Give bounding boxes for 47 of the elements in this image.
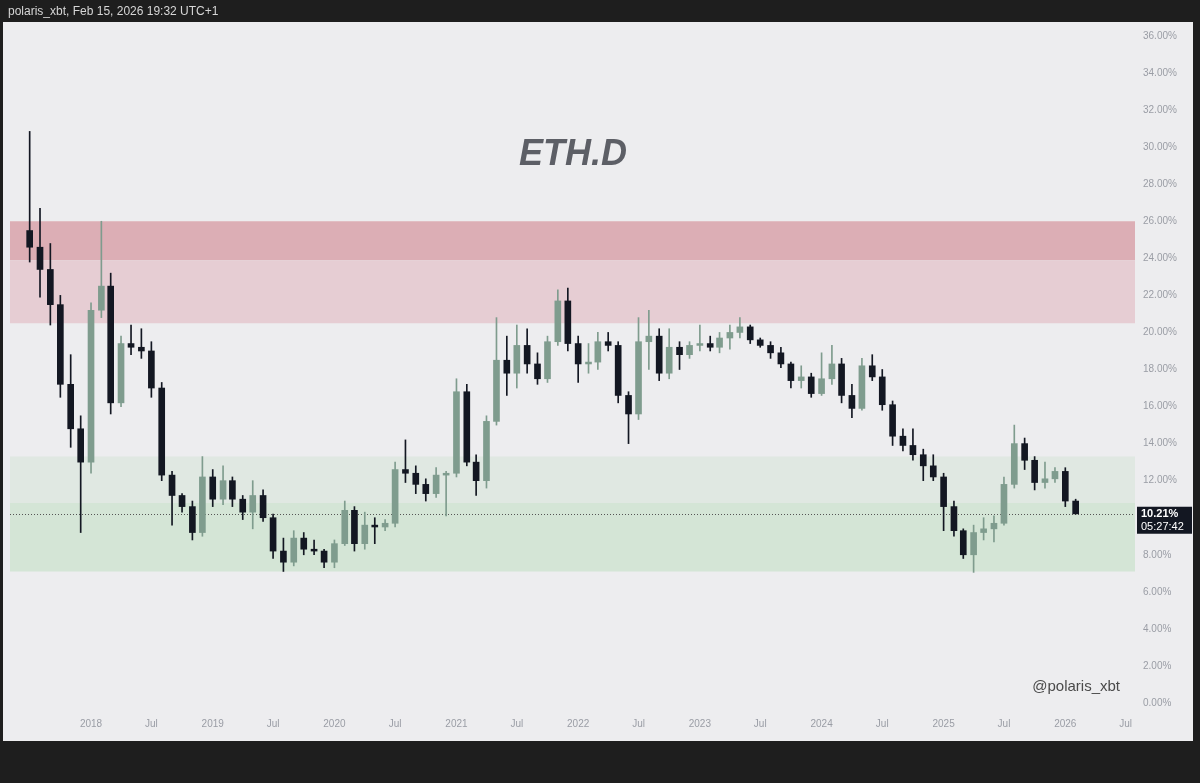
y-tick-label: 4.00%: [1143, 622, 1172, 634]
y-tick-label: 0.00%: [1143, 696, 1172, 708]
y-tick-label: 28.00%: [1143, 177, 1178, 189]
x-tick-label: Jul: [266, 717, 280, 729]
y-tick-label: 12.00%: [1143, 474, 1178, 486]
chart-subtitle: polaris_xbt, Feb 15, 2026 19:32 UTC+1: [8, 3, 219, 20]
y-tick-label: 16.00%: [1143, 400, 1178, 412]
x-tick-label: 2019: [201, 717, 225, 729]
candlestick: [127, 324, 135, 356]
x-tick-label: 2026: [1054, 717, 1077, 729]
candlestick: [26, 131, 33, 263]
candlestick: [36, 207, 44, 298]
text: ETH.D: [519, 132, 627, 174]
y-tick-label: 32.00%: [1143, 103, 1178, 115]
ref-line-label: 10.21% 05:27:42: [1141, 506, 1184, 532]
x-tick-label: 2025: [932, 717, 956, 729]
x-tick-label: 2023: [688, 717, 712, 729]
y-tick-label: 26.00%: [1143, 215, 1178, 227]
y-tick-label: 18.00%: [1143, 363, 1178, 375]
y-tick-label: 2.00%: [1143, 659, 1172, 671]
y-tick-label: 24.00%: [1143, 252, 1178, 264]
candlestick: [797, 365, 805, 389]
x-tick-label: Jul: [388, 717, 402, 729]
x-tick-label: 2018: [79, 717, 103, 729]
x-tick-label: 2024: [810, 717, 834, 729]
y-tick-label: 22.00%: [1143, 289, 1178, 301]
x-tick-label: 2020: [323, 717, 346, 729]
y-tick-label: 34.00%: [1143, 66, 1178, 78]
y-tick-label: 20.00%: [1143, 326, 1178, 338]
annotation: @polaris_xbt: [1032, 677, 1120, 695]
candlestick: [696, 324, 704, 352]
x-tick-label: Jul: [632, 717, 645, 729]
y-tick-label: 14.00%: [1143, 437, 1178, 449]
x-tick-label: 2021: [445, 717, 469, 729]
x-tick-label: Jul: [510, 717, 524, 729]
y-tick-label: 8.00%: [1143, 548, 1172, 560]
candlestick: [503, 335, 511, 396]
x-tick-label: Jul: [144, 717, 158, 729]
y-tick-label: 30.00%: [1143, 140, 1178, 152]
x-tick-label: Jul: [1119, 717, 1133, 729]
x-tick-label: Jul: [875, 717, 889, 729]
x-tick-label: Jul: [997, 717, 1011, 729]
candlestick: [1041, 461, 1049, 489]
x-tick-label: Jul: [753, 717, 767, 729]
y-tick-label: 36.00%: [1143, 29, 1178, 41]
x-tick-label: 2022: [567, 717, 590, 729]
y-tick-label: 6.00%: [1143, 585, 1172, 597]
